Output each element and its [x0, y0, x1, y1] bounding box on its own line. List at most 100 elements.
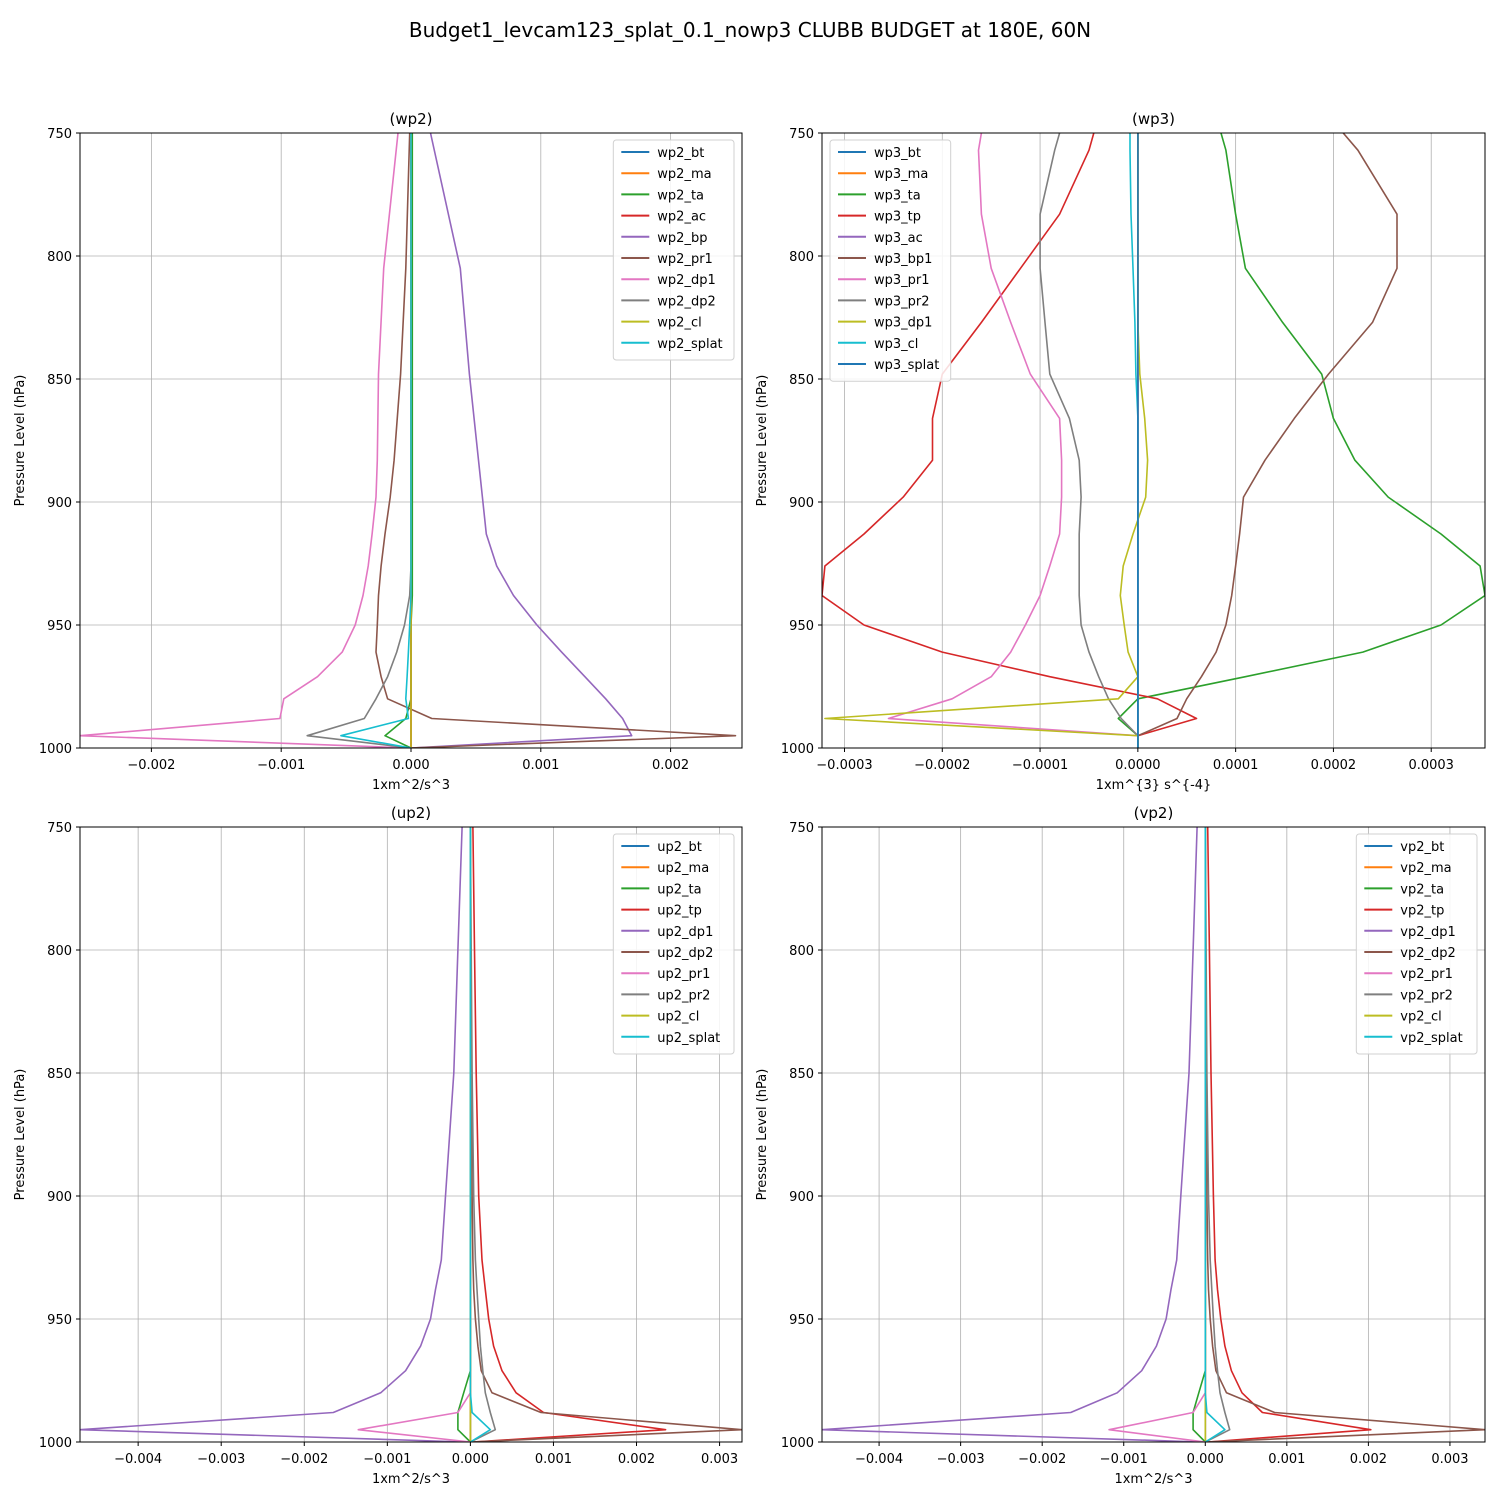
y-tick-label: 900: [47, 1190, 72, 1205]
legend: wp2_bt wp2_ma wp2_ta wp2_ac wp2_bp wp2_pr1 wp2…: [612, 139, 735, 361]
legend-label: vp2_bt: [1400, 840, 1444, 855]
legend-label: up2_ta: [657, 882, 701, 897]
x-tick-label: 0.003: [1431, 1452, 1468, 1467]
x-tick-label: 0.001: [1268, 1452, 1305, 1467]
y-tick-label: 800: [47, 250, 72, 265]
x-tick-label: 0.000: [1187, 1452, 1224, 1467]
legend-label: up2_cl: [657, 1010, 699, 1025]
axes-frame: [821, 826, 1486, 1443]
x-tick-label: −0.0002: [914, 758, 970, 773]
legend-label: up2_pr1: [657, 967, 710, 982]
y-tick-label: 950: [47, 619, 72, 634]
legend-label: up2_dp2: [657, 946, 713, 961]
x-tick-label: −0.004: [855, 1452, 903, 1467]
y-tick-label: 850: [789, 1067, 814, 1082]
legend-label: wp2_splat: [657, 337, 722, 352]
series-group: [80, 827, 742, 1442]
legend-label: vp2_dp2: [1400, 946, 1456, 961]
legend-label: vp2_cl: [1400, 1010, 1441, 1025]
y-tick-label: 900: [789, 496, 814, 511]
series-line-vp2_splat: [1204, 827, 1226, 1442]
legend-label: wp2_ta: [657, 188, 704, 203]
x-axis-label: 1xm^{3} s^{-4}: [1096, 778, 1212, 793]
legend-label: wp3_dp1: [874, 316, 932, 331]
y-tick-label: 900: [47, 496, 72, 511]
x-axis-label: 1xm^2/s^3: [1114, 1472, 1192, 1487]
legend-label: wp3_ac: [874, 231, 923, 246]
x-tick-label: −0.0003: [816, 758, 872, 773]
y-tick-label: 850: [789, 373, 814, 388]
x-tick-label: 0.002: [652, 758, 689, 773]
y-axis-label: Pressure Level (hPa): [13, 375, 28, 507]
legend-label: wp2_pr1: [657, 252, 713, 267]
x-tick-label: 0.002: [618, 1452, 655, 1467]
x-axis-label: 1xm^2/s^3: [372, 778, 450, 793]
legend-label: wp2_dp2: [657, 294, 715, 309]
y-tick-label: 1000: [781, 742, 814, 757]
figure-suptitle: Budget1_levcam123_splat_0.1_nowp3 CLUBB …: [409, 18, 1091, 42]
y-tick-label: 950: [789, 619, 814, 634]
legend-label: wp3_bt: [874, 146, 921, 161]
series-line-wp2_pr1: [375, 133, 737, 748]
x-tick-label: 0.003: [701, 1452, 738, 1467]
series-line-wp3_bp1: [1137, 133, 1398, 748]
legend-label: up2_bt: [657, 840, 702, 855]
legend-label: wp2_ac: [657, 210, 706, 225]
panel-wp2: −0.002 −0.001 0.000 0.001 0.002 750 800 850 900 9…: [13, 110, 743, 793]
series-line-wp2_splat: [340, 133, 412, 748]
x-tick-label: 0.001: [522, 758, 559, 773]
x-tick-label: −0.003: [197, 1452, 245, 1467]
panel-title: (wp2): [389, 110, 432, 128]
legend-label: wp2_ma: [657, 167, 711, 182]
x-tick-label: −0.002: [280, 1452, 328, 1467]
legend-label: vp2_pr2: [1400, 988, 1453, 1003]
legend-label: wp2_dp1: [657, 273, 715, 288]
series-group: [822, 133, 1485, 748]
legend-label: vp2_pr1: [1400, 967, 1453, 982]
series-line-wp2_dp1: [80, 133, 410, 748]
series-line-wp2_bp: [410, 133, 633, 748]
x-tick-label: 0.000: [452, 1452, 489, 1467]
legend-label: wp3_splat: [874, 358, 939, 373]
axes-frame: [821, 132, 1486, 749]
y-tick-label: 950: [789, 1313, 814, 1328]
y-tick-label: 800: [789, 944, 814, 959]
x-tick-label: −0.004: [114, 1452, 162, 1467]
legend-label: wp3_bp1: [874, 252, 932, 267]
series-line-wp3_pr1: [887, 133, 1139, 748]
panel-title: (up2): [391, 804, 431, 822]
x-tick-label: 0.0003: [1408, 758, 1454, 773]
x-tick-label: 0.000: [392, 758, 429, 773]
x-tick-label: 0.002: [1350, 1452, 1387, 1467]
y-tick-label: 750: [47, 127, 72, 142]
panel-title: (vp2): [1134, 804, 1174, 822]
panel-title: (wp3): [1132, 110, 1175, 128]
legend-label: up2_pr2: [657, 988, 710, 1003]
series-line-vp2_dp1: [822, 827, 1202, 1442]
series-line-up2_splat: [469, 827, 492, 1442]
axes-frame: [79, 826, 743, 1443]
x-tick-label: −0.001: [1100, 1452, 1148, 1467]
x-tick-label: 0.0001: [1213, 758, 1259, 773]
series-line-up2_dp1: [80, 827, 467, 1442]
legend-label: up2_dp1: [657, 925, 713, 940]
y-axis-label: Pressure Level (hPa): [755, 1069, 770, 1201]
legend-label: wp3_cl: [874, 337, 918, 352]
y-axis-label: Pressure Level (hPa): [755, 375, 770, 507]
x-tick-label: −0.002: [127, 758, 175, 773]
series-line-vp2_tp: [1206, 827, 1372, 1442]
y-tick-label: 750: [789, 127, 814, 142]
y-tick-label: 750: [47, 821, 72, 836]
panel-vp2: −0.004 −0.003 −0.002 −0.001 0.000 0.001 0.002 0…: [755, 804, 1486, 1487]
legend-label: wp2_bt: [657, 146, 704, 161]
y-tick-label: 800: [789, 250, 814, 265]
legend-label: wp2_cl: [657, 316, 701, 331]
series-line-vp2_pr2: [1204, 827, 1231, 1442]
legend-label: vp2_ma: [1400, 861, 1451, 876]
x-tick-label: 0.0000: [1115, 758, 1161, 773]
x-tick-label: 0.001: [535, 1452, 572, 1467]
panel-up2: −0.004 −0.003 −0.002 −0.001 0.000 0.001 0.002 0…: [13, 804, 743, 1487]
x-tick-label: −0.0001: [1012, 758, 1068, 773]
legend-label: up2_tp: [657, 904, 702, 919]
